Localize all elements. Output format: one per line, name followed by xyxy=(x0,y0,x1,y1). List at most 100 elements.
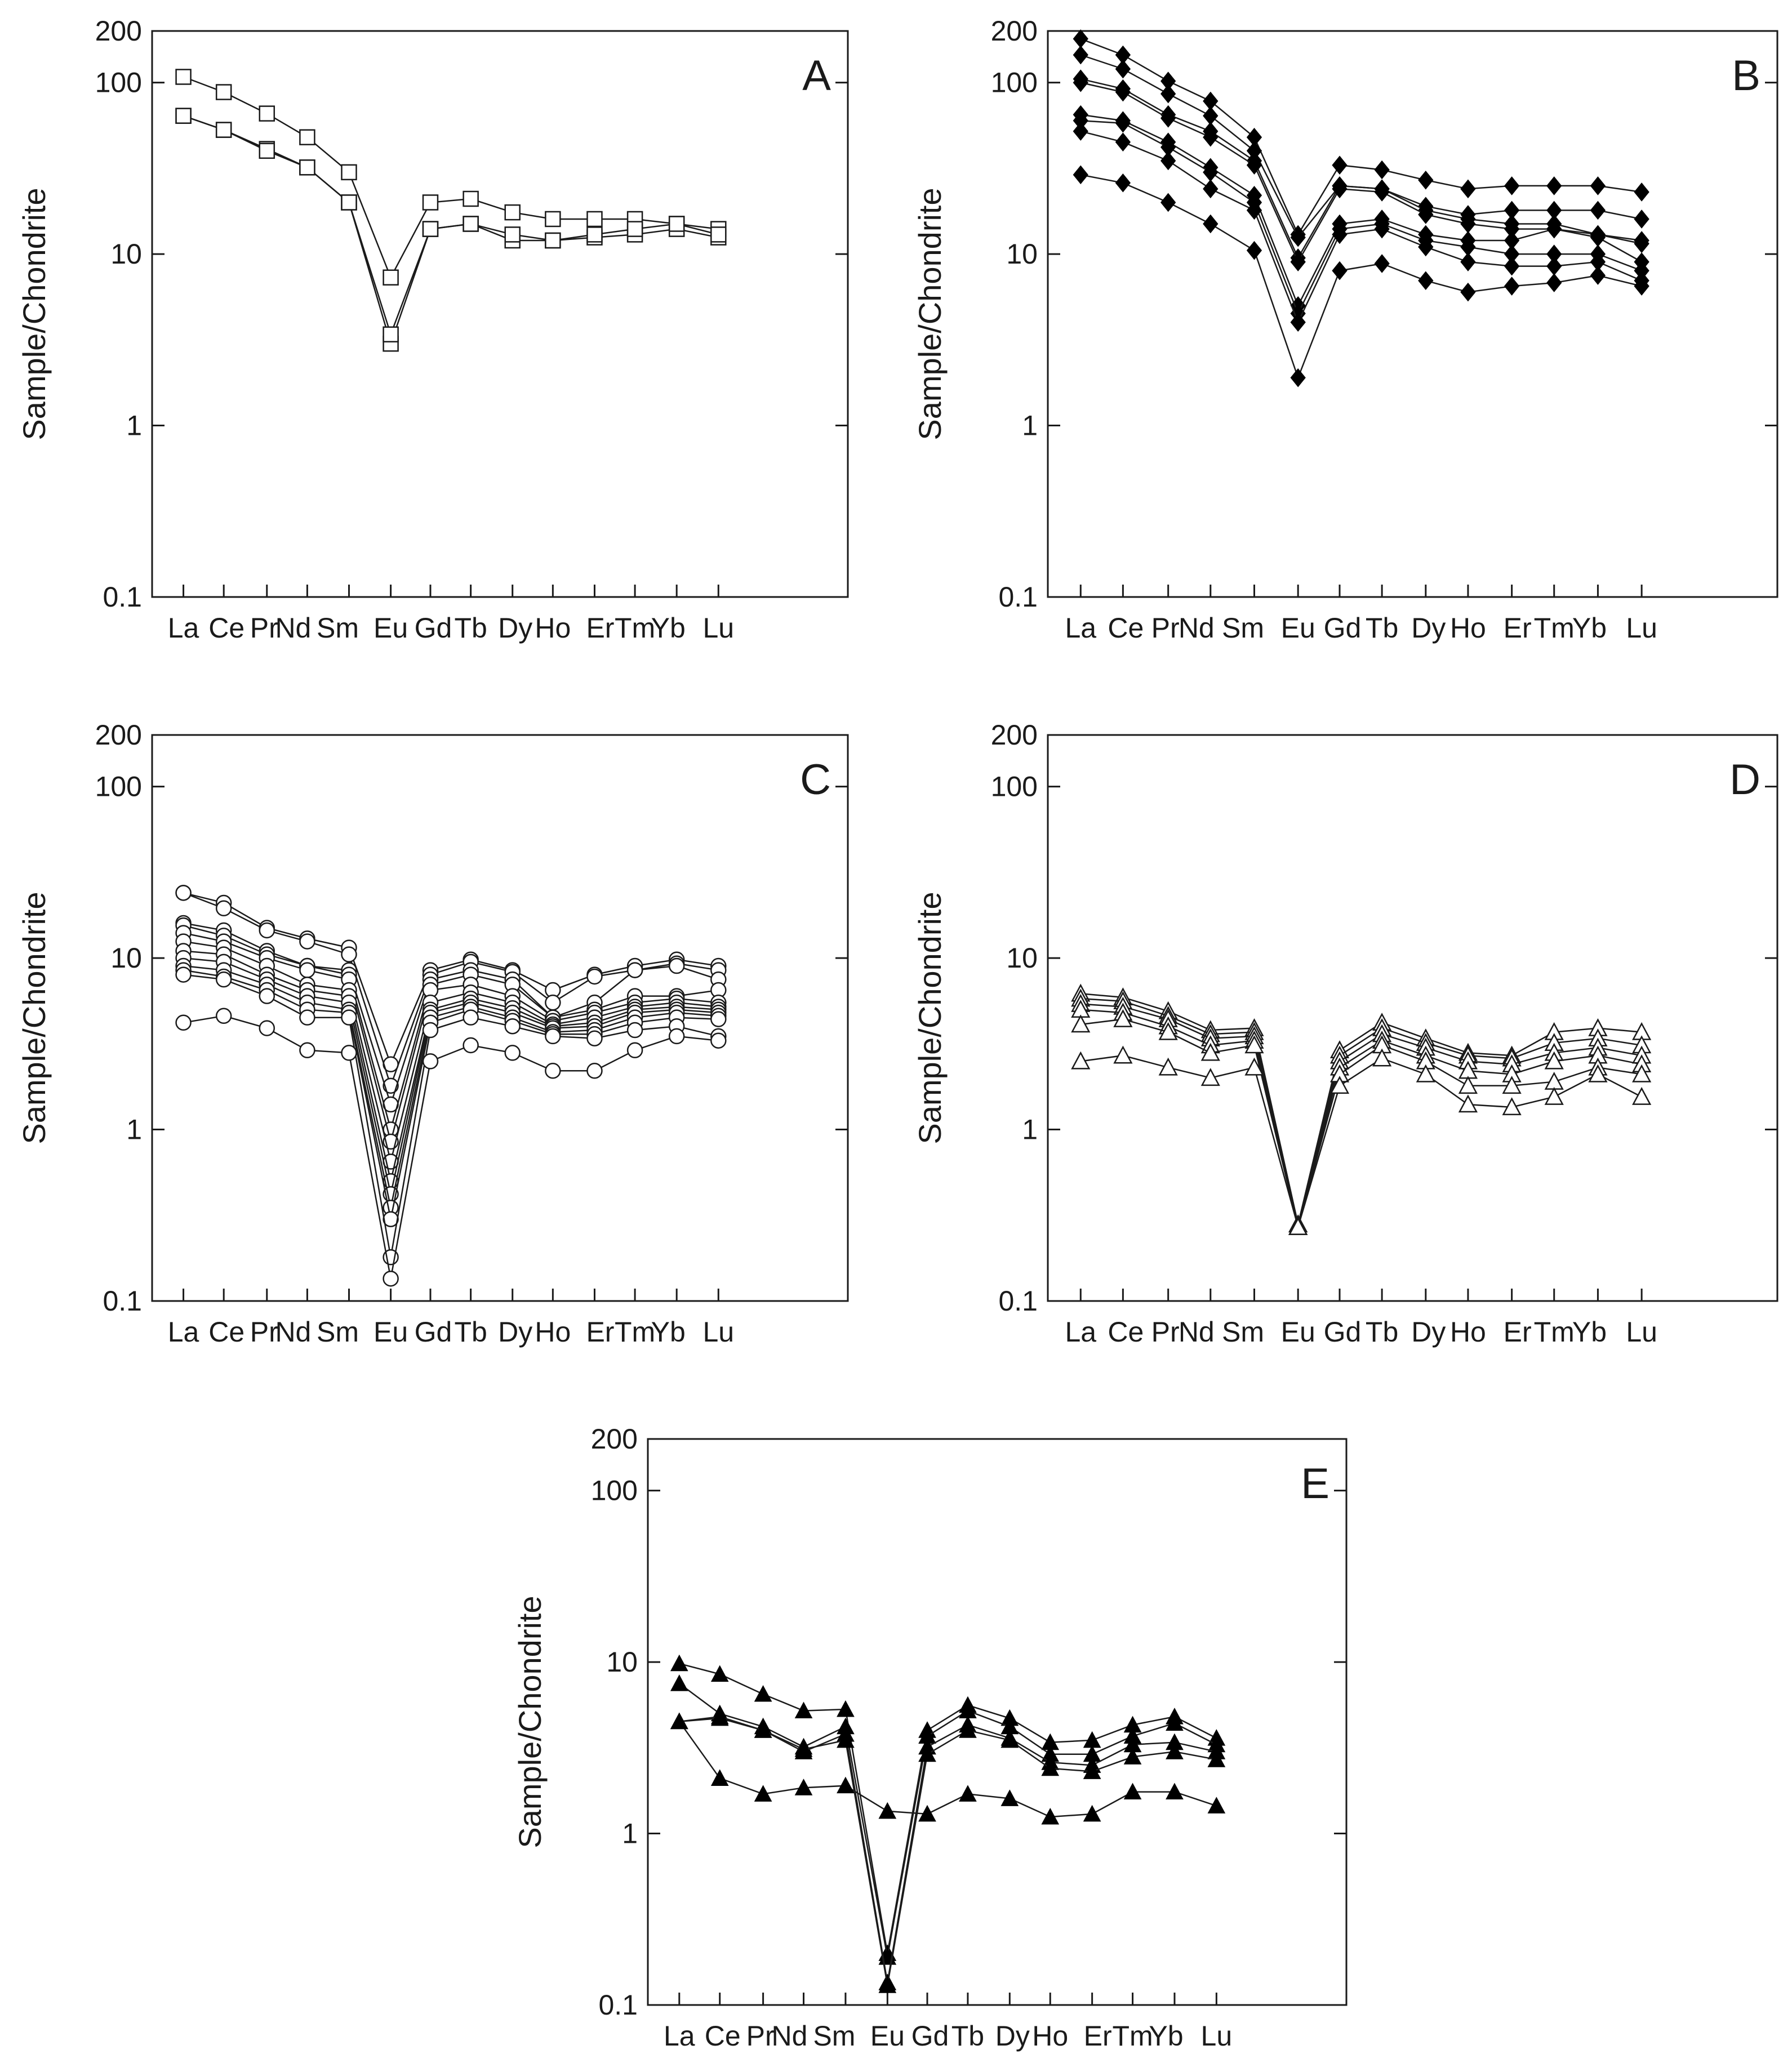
panel-d-ytick-label: 100 xyxy=(991,771,1038,803)
panel-e-xtick-label: Nd xyxy=(772,2020,808,2052)
panel-e-data-point xyxy=(754,1721,772,1738)
panel-b-data-point xyxy=(1073,165,1088,185)
panel-b-data-point xyxy=(1332,179,1348,199)
panel-e-data-point xyxy=(670,1712,688,1730)
panel-c-xtick-label: Ce xyxy=(208,1316,244,1348)
panel-e-xtick-label: Yb xyxy=(1149,2020,1183,2052)
panel-c-series xyxy=(175,885,727,1094)
panel-e-data-point xyxy=(837,1700,855,1717)
panel-d-data-point xyxy=(1158,1022,1178,1040)
panel-d-data-point xyxy=(1502,1076,1522,1094)
panel-e-xtick-label: Ce xyxy=(705,2020,741,2052)
panel-a-data-point xyxy=(504,204,521,221)
panel-c-xtick-label: Yb xyxy=(651,1316,686,1348)
panel-d-data-point xyxy=(1544,1051,1564,1070)
panel-c-data-point xyxy=(710,1011,727,1027)
panel-a-data-point xyxy=(259,105,275,122)
panel-c-data-point xyxy=(545,1063,561,1079)
panel-d-data-point xyxy=(1632,1086,1652,1105)
panel-b-data-point xyxy=(1590,228,1606,247)
panel-c-data-point xyxy=(710,1032,727,1049)
panel-d-label: D xyxy=(1729,756,1760,804)
panel-d-data-point xyxy=(1329,1076,1350,1094)
panel-c-series xyxy=(175,917,727,1138)
panel-b-data-point xyxy=(1290,252,1306,271)
panel-b-data-point xyxy=(1418,271,1434,291)
panel-a-data-point xyxy=(463,216,479,232)
panel-c-data-point xyxy=(259,922,275,939)
panel-d-ytick-label: 1 xyxy=(1022,1114,1038,1146)
panel-d-xtick-label: Sm xyxy=(1222,1316,1264,1348)
panel-a-xtick-label: Pr xyxy=(250,612,278,644)
panel-d-data-point xyxy=(1372,1048,1392,1067)
panel-c-data-point xyxy=(626,962,643,978)
panel-e-data-point xyxy=(794,1740,813,1757)
panel-a-xtick-label: Ho xyxy=(535,612,571,644)
panel-a-xtick-label: Tm xyxy=(615,612,655,644)
panel-d-data-point xyxy=(1244,1035,1264,1054)
panel-d-series xyxy=(1071,1045,1652,1235)
panel-a-data-point xyxy=(341,164,357,181)
panel-e-data-point xyxy=(918,1745,936,1762)
panel-c-data-point xyxy=(668,1028,685,1045)
panel-e-data-point xyxy=(1041,1807,1060,1825)
panel-b-xtick-label: Ho xyxy=(1450,612,1486,644)
panel-e-data-point xyxy=(878,1976,897,1993)
panel-e-xtick-label: La xyxy=(664,2020,695,2052)
panel-e-ytick-label: 200 xyxy=(591,1423,638,1455)
panel-a-ytick-label: 1 xyxy=(126,410,142,442)
panel-d-ytick-label: 10 xyxy=(1006,942,1038,974)
panel-c-data-point xyxy=(215,971,232,988)
panel-e-data-point xyxy=(918,1804,936,1822)
panel-a-data-point xyxy=(545,211,561,228)
panel-b-xtick-label: Yb xyxy=(1572,612,1607,644)
panel-d-xtick-label: Tm xyxy=(1534,1316,1575,1348)
panel-d-xtick-label: Gd xyxy=(1324,1316,1362,1348)
panel-c-frame xyxy=(151,734,849,1302)
panel-c-data-point xyxy=(175,966,192,983)
panel-d-xtick-label: Lu xyxy=(1626,1316,1657,1348)
panel-b-series xyxy=(1073,111,1649,323)
panel-b-data-point xyxy=(1546,273,1562,292)
panel-b-data-point xyxy=(1546,256,1562,276)
panel-a-data-point xyxy=(175,69,192,85)
panel-c-data-point xyxy=(586,1063,603,1079)
panel-d-xtick-label: Tb xyxy=(1366,1316,1398,1348)
panel-b-series xyxy=(1073,165,1649,387)
panel-e-data-point xyxy=(1166,1714,1184,1731)
panel-b-data-point xyxy=(1115,173,1131,193)
panel-a-xtick-label: Nd xyxy=(275,612,311,644)
panel-e-data-point xyxy=(837,1731,855,1748)
panel-e-series xyxy=(670,1708,1226,1993)
panel-e-series xyxy=(670,1654,1226,1961)
panel-b-ytick-label: 10 xyxy=(1006,238,1038,270)
panel-c-data-point xyxy=(422,1022,439,1039)
panel-b-data-point xyxy=(1160,151,1176,171)
panel-b-data-point xyxy=(1634,210,1649,229)
panel-e-data-point xyxy=(710,1769,729,1786)
panel-c-series xyxy=(175,950,727,1202)
panel-e-data-point xyxy=(1083,1804,1101,1822)
panel-e-data-point xyxy=(1041,1759,1060,1776)
panel-d-data-point xyxy=(1588,1064,1608,1082)
panel-c-data-point xyxy=(175,1014,192,1031)
panel-c-xtick-label: Tm xyxy=(615,1316,655,1348)
panel-c-data-point xyxy=(586,1030,603,1046)
panel-a-y-axis-title: Sample/Chondrite xyxy=(16,188,52,440)
panel-b-data-point xyxy=(1374,254,1390,273)
panel-e-ytick-label: 1 xyxy=(622,1818,638,1850)
panel-b-data-point xyxy=(1634,182,1649,202)
panel-b-data-point xyxy=(1374,160,1390,180)
panel-c-xtick-label: Gd xyxy=(415,1316,452,1348)
panel-a-data-point xyxy=(175,108,192,124)
panel-b-series xyxy=(1073,73,1649,271)
panel-c-data-point xyxy=(299,1009,315,1026)
panel-e-data-point xyxy=(1207,1797,1226,1813)
panel-b-xtick-label: Eu xyxy=(1281,612,1315,644)
panel-e-data-point xyxy=(794,1779,813,1795)
panel-e-data-point xyxy=(959,1721,977,1738)
panel-c-xtick-label: Er xyxy=(586,1316,614,1348)
panel-b-xtick-label: Nd xyxy=(1179,612,1215,644)
